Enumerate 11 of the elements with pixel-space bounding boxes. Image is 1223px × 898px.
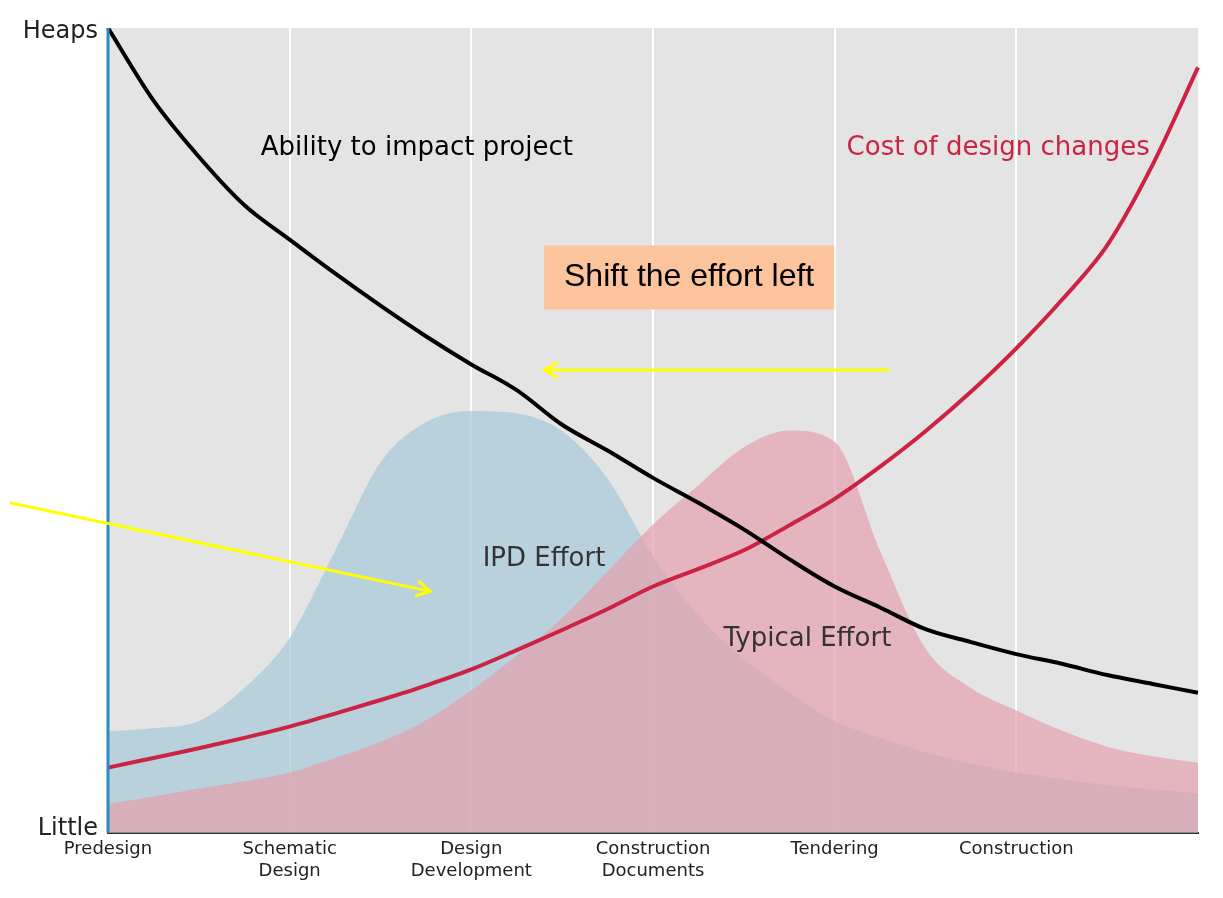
x-tick-label: Construction Documents [595,837,711,880]
series-label: IPD Effort [482,541,606,572]
x-tick-label: Tendering [789,837,879,859]
series-label: Cost of design changes [846,131,1150,162]
x-tick-label: Schematic Design [242,837,337,880]
annotation: Shift the effort left [564,257,815,294]
series-label: Typical Effort [722,622,892,653]
x-tick-label: Design Development [410,837,532,880]
text: Heaps [22,16,98,45]
series-label: Ability to impact project [260,131,573,162]
x-tick-label: Construction [959,837,1074,859]
